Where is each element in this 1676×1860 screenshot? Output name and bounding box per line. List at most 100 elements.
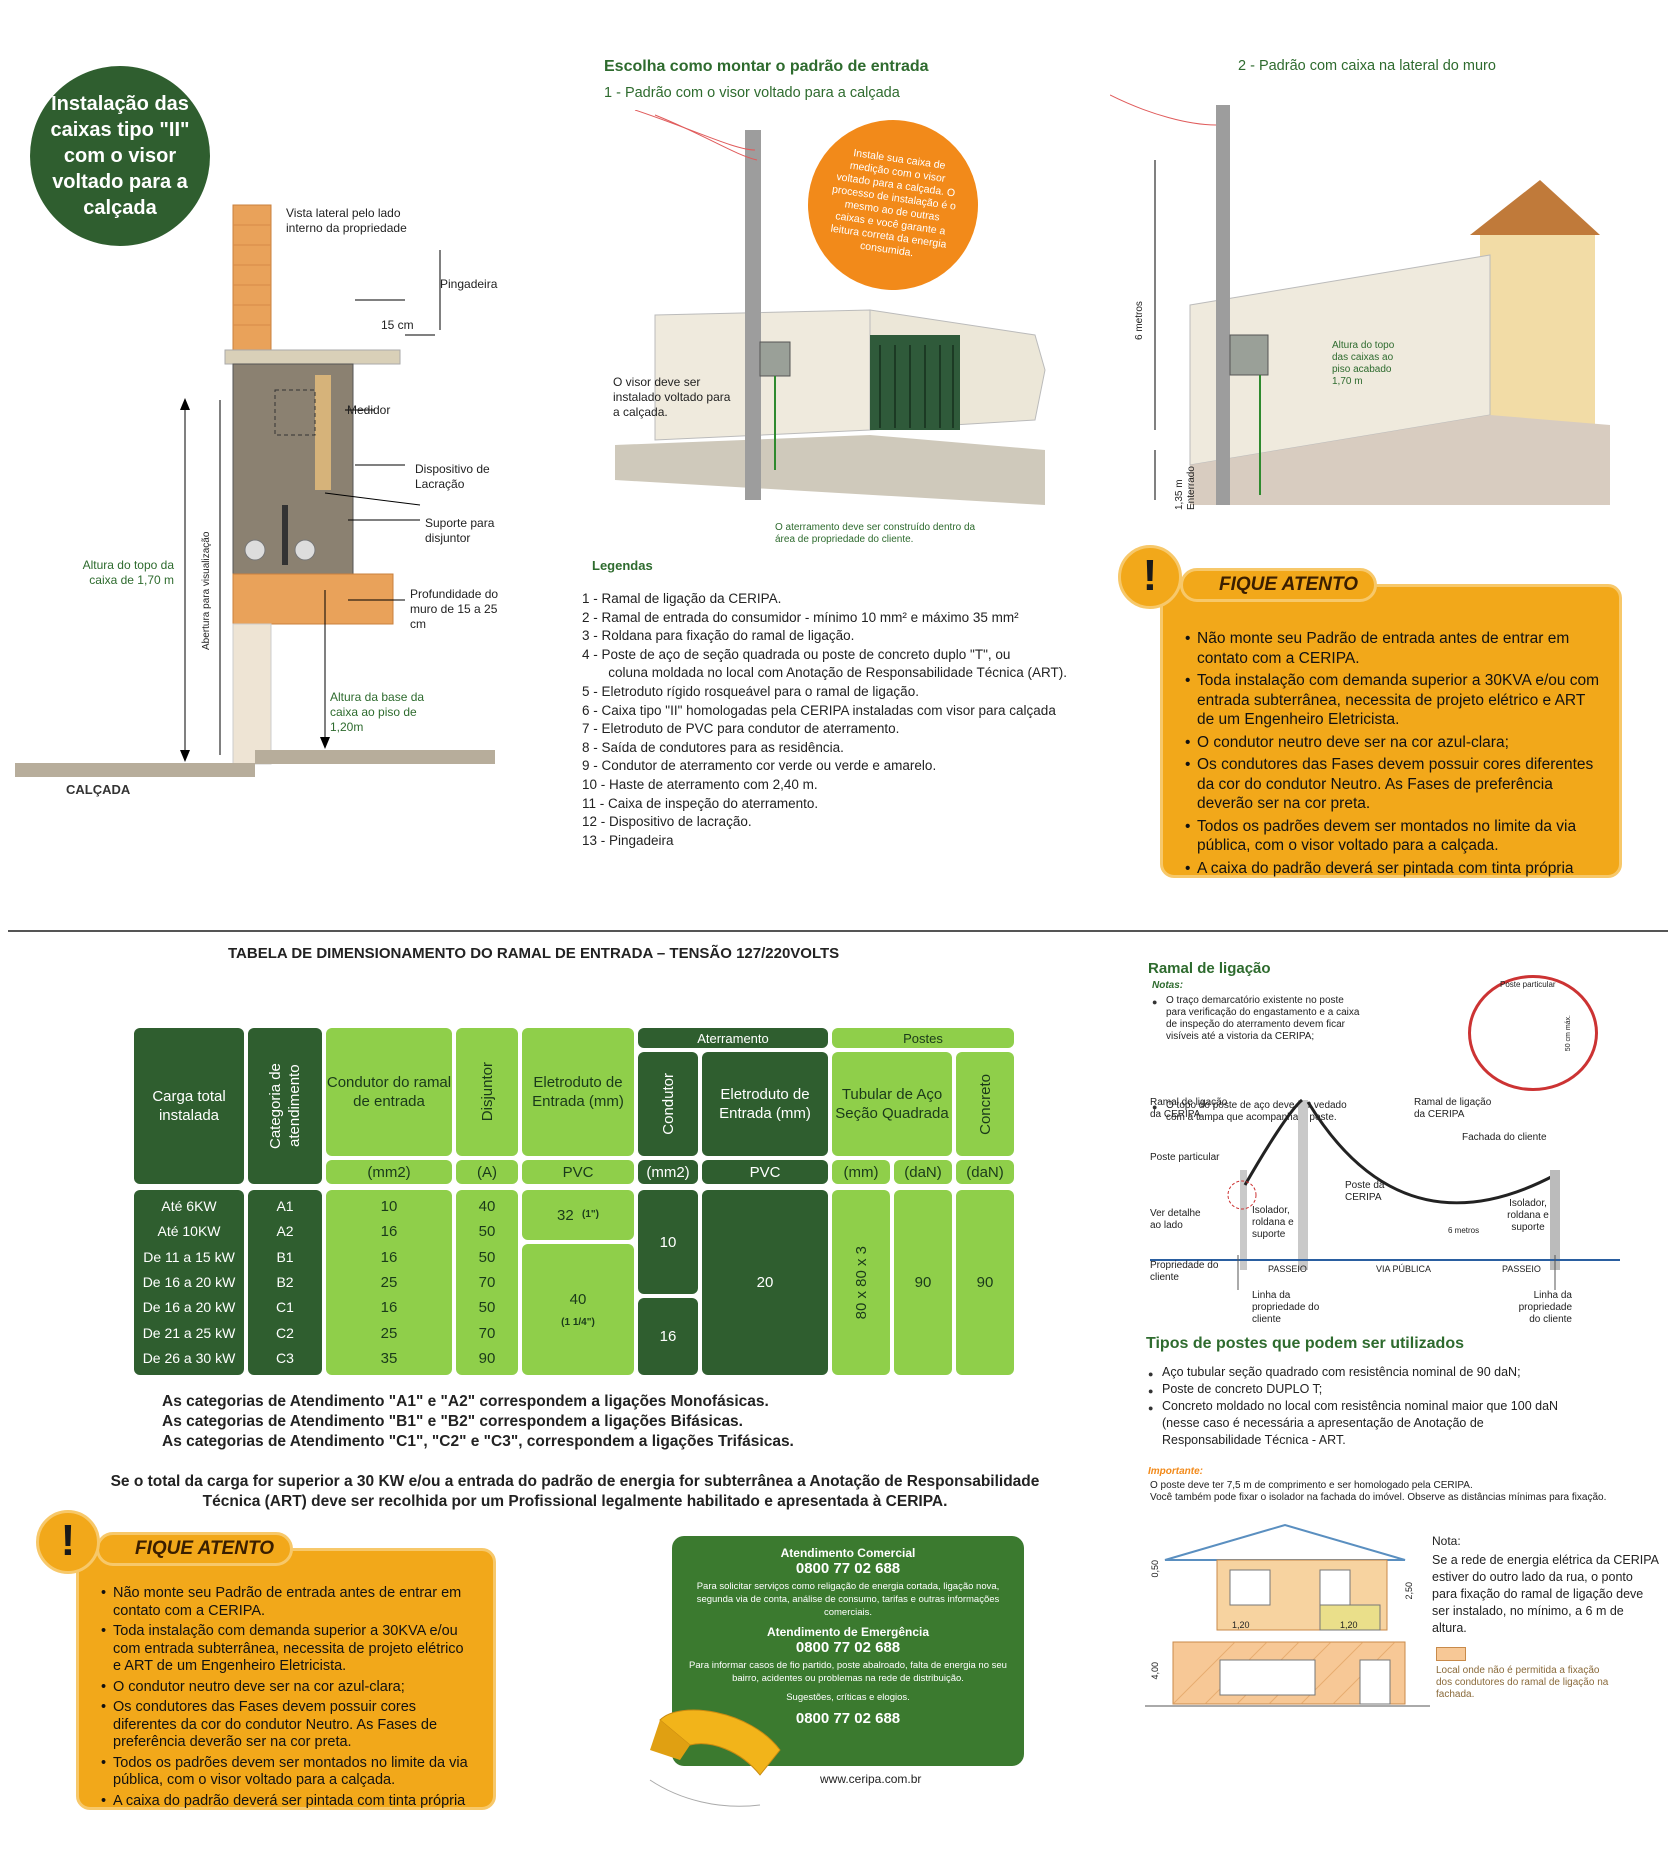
- label-pingadeira: Pingadeira: [440, 277, 498, 291]
- carga-column: Até 6KW Até 10KW De 11 a 15 kW De 16 a 20 k…: [134, 1190, 244, 1375]
- attention-label-bottom: FIQUE ATENTO: [96, 1532, 293, 1566]
- concreto-dan: 90: [956, 1190, 1014, 1375]
- header-condutor: Condutor do ramal de entrada: [326, 1028, 452, 1156]
- dim-050: 0,50: [1150, 1560, 1160, 1578]
- label-profundidade: Profundidade do muro de 15 a 25 cm: [410, 587, 499, 631]
- category-notes: As categorias de Atendimento "A1" e "A2"…: [162, 1393, 794, 1450]
- label-altura-topo-lateral: Altura do topo das caixas ao piso acabad…: [1332, 340, 1395, 387]
- contact-phone[interactable]: 0800 77 02 688: [795, 1639, 901, 1656]
- eletroduto-40: 40 (1 1/4"): [522, 1244, 634, 1375]
- contact-text: Para informar casos de fio partido, post…: [689, 1660, 1007, 1684]
- legend-title: Legendas: [592, 558, 653, 573]
- label-medidor: Medidor: [347, 403, 391, 417]
- header-aterramento: Aterramento: [638, 1028, 828, 1048]
- dim-120-right: 1,20: [1340, 1620, 1358, 1630]
- label-15cm: 15 cm: [381, 318, 414, 332]
- unit-cell: PVC: [702, 1160, 828, 1184]
- attention-item: Não monte seu Padrão de entrada antes de…: [1185, 629, 1601, 668]
- attention-item: A caixa do padrão deverá ser pintada com…: [101, 1793, 475, 1811]
- padrao-calcada-illustration: [615, 110, 1046, 505]
- unit-cell: (A): [456, 1160, 518, 1184]
- wall-side-diagram: [15, 204, 495, 777]
- unit-cell: (mm2): [326, 1160, 452, 1184]
- header-carga: Carga total instalada: [134, 1028, 244, 1184]
- label-enterrado: 1,35 m Enterrado: [1174, 466, 1197, 510]
- exclamation-icon: !: [36, 1510, 100, 1574]
- legend-item: 10 - Haste de aterramento com 2,40 m.: [582, 776, 818, 792]
- header-postes: Postes: [832, 1028, 1014, 1048]
- attention-item: A caixa do padrão deverá ser pintada com…: [1185, 859, 1601, 879]
- ramal-notas: Notas:: [1152, 980, 1184, 991]
- contact-phone[interactable]: 0800 77 02 688: [795, 1710, 901, 1727]
- hatch-legend-text: Local onde não é permitida a fixação dos…: [1436, 1665, 1609, 1700]
- attention-item: O condutor neutro deve ser na cor azul-c…: [101, 1679, 475, 1697]
- website-link[interactable]: www.ceripa.com.br: [820, 1772, 922, 1786]
- categoria-column: A1 A2 B1 B2 C1 C2 C3: [248, 1190, 322, 1375]
- attention-item: Os condutores das Fases devem possuir co…: [101, 1699, 475, 1752]
- label-6-metros: 6 metros: [1134, 301, 1145, 340]
- legend-item: 11 - Caixa de inspeção do aterramento.: [582, 795, 819, 811]
- attention-item: Não monte seu Padrão de entrada antes de…: [101, 1585, 475, 1620]
- unit-cell: (daN): [956, 1160, 1014, 1184]
- label-ramal-ceripa-left: Ramal de ligação da CERIPA: [1150, 1097, 1228, 1120]
- unit-cell: (mm2): [638, 1160, 698, 1184]
- label-vista: Vista lateral pelo lado interno da propr…: [286, 206, 407, 235]
- tubular-dan: 90: [894, 1190, 952, 1375]
- importante-text: O poste deve ter 7,5 m de comprimento e …: [1150, 1480, 1607, 1503]
- detail-circle: [1468, 975, 1598, 1091]
- attention-item: Toda instalação com demanda superior a 3…: [1185, 671, 1601, 730]
- label-6-metros-ramal: 6 metros: [1448, 1226, 1480, 1235]
- label-linha-right: Linha da propriedade do cliente: [1518, 1290, 1572, 1325]
- header-concreto: Concreto: [956, 1052, 1014, 1156]
- table-title: TABELA DE DIMENSIONAMENTO DO RAMAL DE EN…: [228, 945, 840, 962]
- ramal-title: Ramal de ligação: [1148, 960, 1271, 977]
- tipos-list: Aço tubular seção quadrado com resistênc…: [1148, 1364, 1568, 1449]
- legend-item: 1 - Ramal de ligação da CERIPA.: [582, 591, 782, 606]
- tipos-item: Aço tubular seção quadrado com resistênc…: [1148, 1364, 1568, 1383]
- attention-item: Todos os padrões devem ser montados no l…: [1185, 817, 1601, 856]
- header-eletroduto: Eletroduto de Entrada (mm): [522, 1028, 634, 1156]
- attention-box-bottom: Não monte seu Padrão de entrada antes de…: [76, 1548, 496, 1810]
- art-note: Se o total da carga for superior a 30 KW…: [110, 1473, 1040, 1510]
- attention-item: O condutor neutro deve ser na cor azul-c…: [1185, 733, 1601, 753]
- contact-heading: Atendimento de Emergência: [766, 1625, 930, 1639]
- dim-120-left: 1,20: [1232, 1620, 1250, 1630]
- divider: [8, 930, 1668, 932]
- header-tubular: Tubular de Aço Seção Quadrada: [832, 1052, 952, 1156]
- legend-item: 8 - Saída de condutores para as residênc…: [582, 739, 844, 755]
- facade-diagram: [1145, 1523, 1430, 1707]
- tipos-title: Tipos de postes que podem ser utilizados: [1146, 1335, 1464, 1352]
- legend-item: 7 - Eletroduto de PVC para condutor de a…: [582, 721, 900, 737]
- nota-text: Se a rede de energia elétrica da CERIPA …: [1432, 1553, 1659, 1635]
- legend-item: 2 - Ramal de entrada do consumidor - mín…: [582, 609, 1019, 625]
- header-eletroduto-at: Eletroduto de Entrada (mm): [702, 1052, 828, 1156]
- contact-text: Sugestões, críticas e elogios.: [786, 1692, 910, 1703]
- contact-phone[interactable]: 0800 77 02 688: [795, 1560, 901, 1577]
- padrao-lateral-illustration: [1110, 94, 1610, 505]
- label-linha-left: Linha da propriedade do cliente: [1252, 1290, 1320, 1325]
- attention-item: Todos os padrões devem ser montados no l…: [101, 1755, 475, 1790]
- legend-item: 3 - Roldana para fixação do ramal de lig…: [582, 628, 855, 644]
- label-poste-ceripa: Poste da CERIPA: [1345, 1180, 1385, 1203]
- label-aterramento: O aterramento deve ser construído dentro…: [775, 522, 976, 545]
- label-isolador-right: Isolador, roldana e suporte: [1507, 1198, 1549, 1233]
- disjuntor-column: 40 50 50 70 50 70 90: [456, 1190, 518, 1375]
- legend-item: 5 - Eletroduto rígido rosqueável para o …: [582, 683, 919, 699]
- header-categoria: Categoria de atendimento: [248, 1028, 322, 1184]
- label-altura-base: Altura da base da caixa ao piso de 1,20m: [330, 690, 425, 734]
- dim-400: 4,00: [1150, 1662, 1160, 1680]
- panel2-title: Escolha como montar o padrão de entrada: [604, 58, 929, 75]
- attention-item: Os condutores das Fases devem possuir co…: [1185, 755, 1601, 814]
- panel3-title: 2 - Padrão com caixa na lateral do muro: [1238, 58, 1496, 74]
- legend-item: 9 - Condutor de aterramento cor verde ou…: [582, 758, 937, 774]
- header-disjuntor: Disjuntor: [456, 1028, 518, 1156]
- attention-item: Toda instalação com demanda superior a 3…: [101, 1623, 475, 1676]
- label-ramal-ceripa-right: Ramal de ligação da CERIPA: [1414, 1097, 1492, 1120]
- at-condutor-10: 10: [638, 1190, 698, 1294]
- tipos-item: Poste de concreto DUPLO T;: [1148, 1381, 1568, 1400]
- label-poste-particular-detail: Poste particular: [1500, 980, 1556, 989]
- contact-heading: Atendimento Comercial: [780, 1546, 916, 1560]
- label-poste-particular: Poste particular: [1150, 1152, 1220, 1163]
- label-passeio-right: PASSEIO: [1502, 1264, 1541, 1274]
- label-calcada: CALÇADA: [66, 782, 131, 797]
